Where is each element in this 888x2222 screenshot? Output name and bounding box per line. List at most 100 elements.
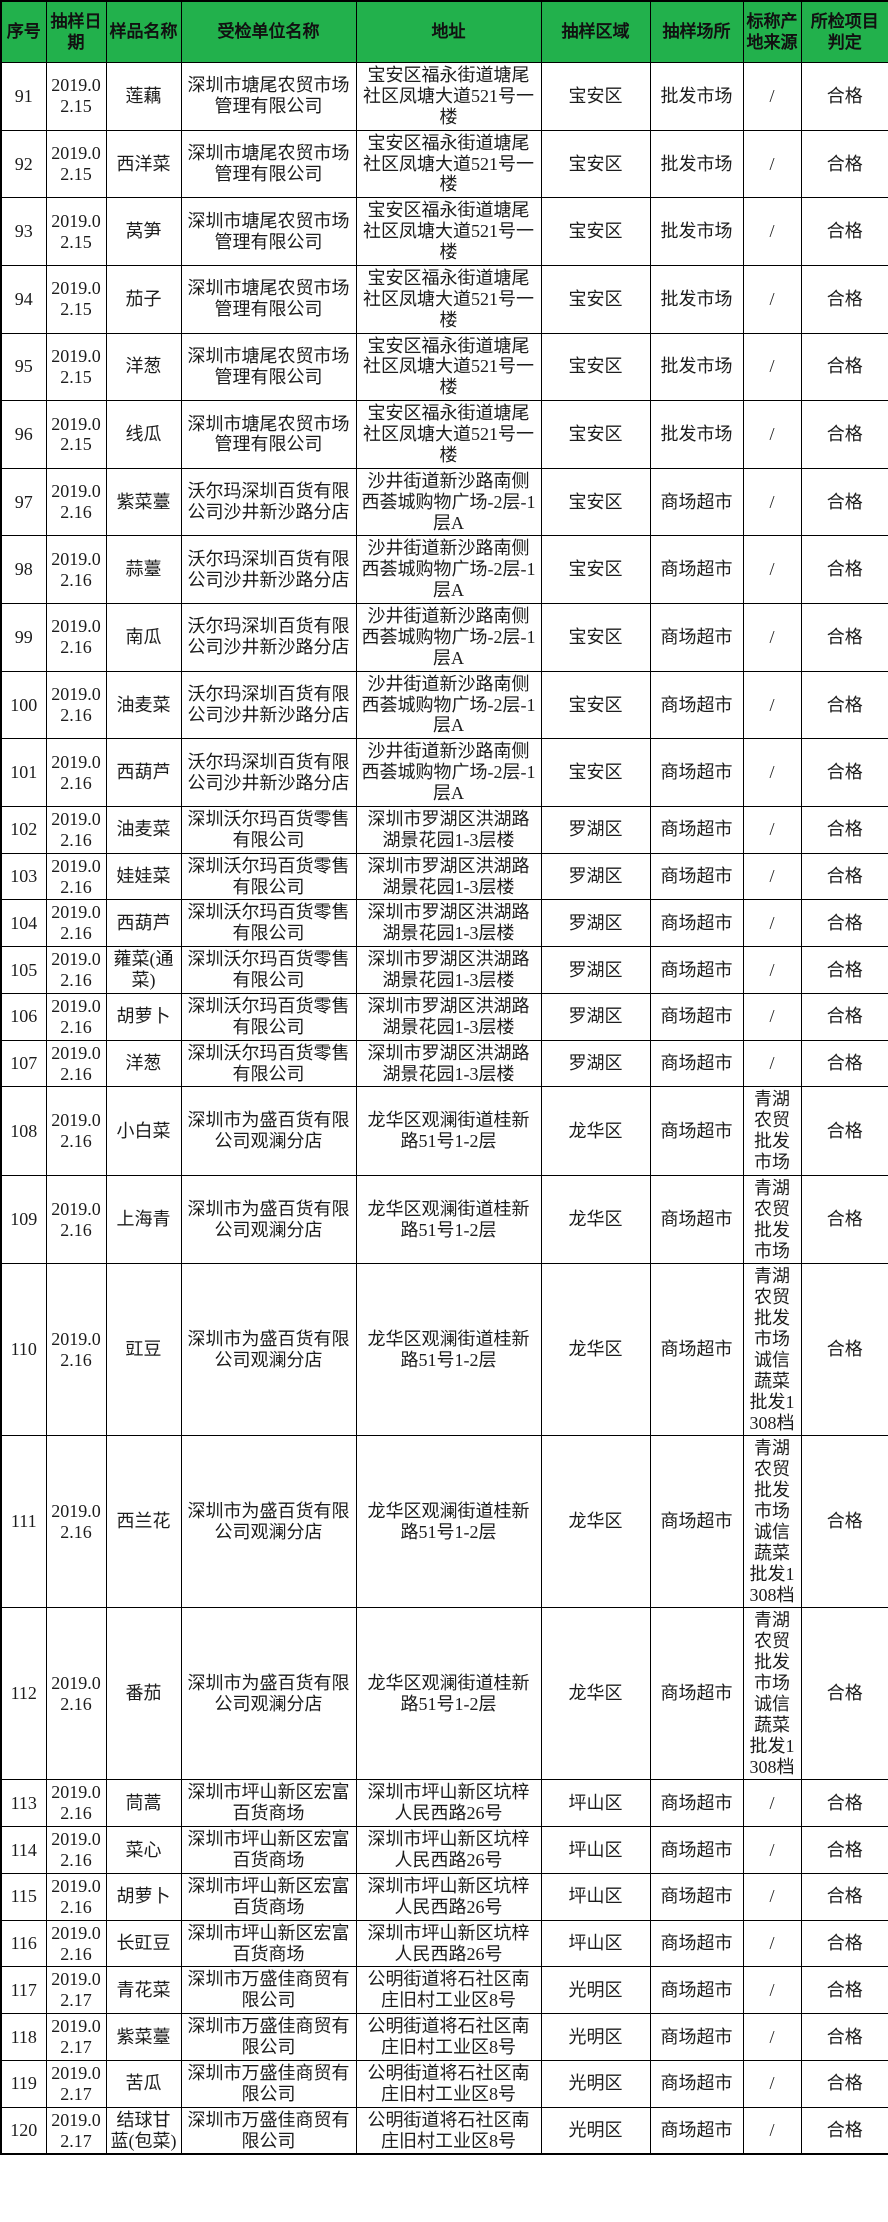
cell-sample-name: 番茄 — [105, 1607, 182, 1781]
cell-date: 2019.02.15 — [45, 62, 107, 131]
cell-origin-source: / — [742, 1779, 802, 1828]
cell-unit-name: 深圳市坪山新区宏富百货商场 — [180, 1872, 357, 1921]
cell-region: 宝安区 — [540, 400, 651, 469]
cell-region: 坪山区 — [540, 1826, 651, 1874]
cell-unit-name: 深圳市坪山新区宏富百货商场 — [180, 1826, 357, 1874]
cell-date: 2019.02.16 — [45, 1039, 107, 1088]
cell-region: 光明区 — [540, 2013, 651, 2061]
cell-unit-name: 沃尔玛深圳百货有限公司沙井新沙路分店 — [180, 467, 357, 537]
cell-place: 商场超市 — [649, 852, 744, 901]
cell-origin-source: / — [742, 1826, 802, 1874]
cell-origin-source: / — [742, 946, 802, 994]
table-row: 93 2019.02.15 莴笋 深圳市塘尾农贸市场管理有限公司 宝安区福永街道… — [0, 197, 888, 266]
col-header-address: 地址 — [355, 0, 542, 63]
cell-place: 商场超市 — [649, 1779, 744, 1828]
cell-region: 龙华区 — [540, 1174, 651, 1265]
cell-date: 2019.02.16 — [45, 946, 107, 994]
cell-unit-name: 深圳市塘尾农贸市场管理有限公司 — [180, 332, 357, 402]
cell-unit-name: 深圳市为盛百货有限公司观澜分店 — [180, 1086, 357, 1176]
cell-place: 商场超市 — [649, 2013, 744, 2061]
cell-unit-name: 深圳沃尔玛百货零售有限公司 — [180, 946, 357, 994]
cell-place: 商场超市 — [649, 1435, 744, 1609]
cell-sample-name: 胡萝卜 — [105, 1872, 182, 1921]
cell-unit-name: 深圳市为盛百货有限公司观澜分店 — [180, 1607, 357, 1781]
cell-date: 2019.02.16 — [45, 992, 107, 1041]
cell-result: 合格 — [800, 1607, 888, 1781]
cell-serial: 96 — [0, 400, 47, 469]
cell-date: 2019.02.16 — [45, 1919, 107, 1968]
table-row: 91 2019.02.15 莲藕 深圳市塘尾农贸市场管理有限公司 宝安区福永街道… — [0, 62, 888, 131]
table-row: 115 2019.02.16 胡萝卜 深圳市坪山新区宏富百货商场 深圳市坪山新区… — [0, 1872, 888, 1921]
cell-serial: 110 — [0, 1263, 47, 1437]
cell-date: 2019.02.16 — [45, 805, 107, 854]
table-body: 91 2019.02.15 莲藕 深圳市塘尾农贸市场管理有限公司 宝安区福永街道… — [0, 62, 888, 2155]
cell-serial: 115 — [0, 1872, 47, 1921]
cell-sample-name: 胡萝卜 — [105, 992, 182, 1041]
cell-place: 商场超市 — [649, 1607, 744, 1781]
cell-region: 龙华区 — [540, 1607, 651, 1781]
cell-result: 合格 — [800, 535, 888, 604]
cell-address: 宝安区福永街道塘尾社区凤塘大道521号一楼 — [355, 332, 542, 402]
cell-place: 商场超市 — [649, 1919, 744, 1968]
cell-place: 商场超市 — [649, 1966, 744, 2015]
cell-result: 合格 — [800, 2106, 888, 2155]
cell-serial: 91 — [0, 62, 47, 131]
cell-address: 公明街道将石社区南庄旧村工业区8号 — [355, 1966, 542, 2015]
cell-result: 合格 — [800, 129, 888, 199]
cell-address: 龙华区观澜街道桂新路51号1-2层 — [355, 1174, 542, 1265]
cell-origin-source: / — [742, 400, 802, 469]
col-header-origin-source: 标称产地来源 — [742, 0, 802, 63]
cell-date: 2019.02.16 — [45, 852, 107, 901]
cell-date: 2019.02.16 — [45, 1435, 107, 1609]
cell-origin-source: / — [742, 738, 802, 807]
cell-address: 宝安区福永街道塘尾社区凤塘大道521号一楼 — [355, 264, 542, 334]
cell-date: 2019.02.16 — [45, 1872, 107, 1921]
cell-place: 商场超市 — [649, 1086, 744, 1176]
cell-region: 光明区 — [540, 2106, 651, 2155]
table-row: 100 2019.02.16 油麦菜 沃尔玛深圳百货有限公司沙井新沙路分店 沙井… — [0, 670, 888, 740]
cell-result: 合格 — [800, 467, 888, 537]
cell-address: 宝安区福永街道塘尾社区凤塘大道521号一楼 — [355, 62, 542, 131]
cell-result: 合格 — [800, 1779, 888, 1828]
cell-region: 宝安区 — [540, 535, 651, 604]
cell-date: 2019.02.17 — [45, 2013, 107, 2061]
cell-result: 合格 — [800, 603, 888, 672]
cell-sample-name: 西葫芦 — [105, 899, 182, 948]
inspection-results-table: 序号 抽样日期 样品名称 受检单位名称 地址 抽样区域 抽样场所 标称产地来源 … — [0, 0, 888, 2156]
cell-sample-name: 洋葱 — [105, 1039, 182, 1088]
cell-origin-source: / — [742, 805, 802, 854]
cell-date: 2019.02.17 — [45, 1966, 107, 2015]
cell-sample-name: 娃娃菜 — [105, 852, 182, 901]
cell-region: 光明区 — [540, 2059, 651, 2108]
cell-place: 商场超市 — [649, 1039, 744, 1088]
cell-place: 商场超市 — [649, 467, 744, 537]
cell-result: 合格 — [800, 992, 888, 1041]
table-row: 103 2019.02.16 娃娃菜 深圳沃尔玛百货零售有限公司 深圳市罗湖区洪… — [0, 852, 888, 901]
cell-address: 宝安区福永街道塘尾社区凤塘大道521号一楼 — [355, 129, 542, 199]
cell-origin-source: / — [742, 1919, 802, 1968]
cell-sample-name: 油麦菜 — [105, 670, 182, 740]
cell-serial: 104 — [0, 899, 47, 948]
cell-region: 龙华区 — [540, 1263, 651, 1437]
cell-unit-name: 深圳市塘尾农贸市场管理有限公司 — [180, 129, 357, 199]
cell-result: 合格 — [800, 670, 888, 740]
cell-result: 合格 — [800, 2059, 888, 2108]
cell-date: 2019.02.16 — [45, 603, 107, 672]
cell-place: 商场超市 — [649, 992, 744, 1041]
cell-address: 深圳市坪山新区坑梓人民西路26号 — [355, 1826, 542, 1874]
cell-date: 2019.02.15 — [45, 197, 107, 266]
cell-place: 商场超市 — [649, 2059, 744, 2108]
cell-date: 2019.02.16 — [45, 1263, 107, 1437]
cell-serial: 103 — [0, 852, 47, 901]
cell-serial: 101 — [0, 738, 47, 807]
table-row: 99 2019.02.16 南瓜 沃尔玛深圳百货有限公司沙井新沙路分店 沙井街道… — [0, 603, 888, 672]
cell-result: 合格 — [800, 1174, 888, 1265]
cell-origin-source: / — [742, 670, 802, 740]
cell-sample-name: 蒜薹 — [105, 535, 182, 604]
col-header-date: 抽样日期 — [45, 0, 107, 63]
cell-result: 合格 — [800, 400, 888, 469]
cell-sample-name: 茼蒿 — [105, 1779, 182, 1828]
cell-result: 合格 — [800, 946, 888, 994]
cell-serial: 117 — [0, 1966, 47, 2015]
cell-address: 深圳市罗湖区洪湖路湖景花园1-3层楼 — [355, 946, 542, 994]
